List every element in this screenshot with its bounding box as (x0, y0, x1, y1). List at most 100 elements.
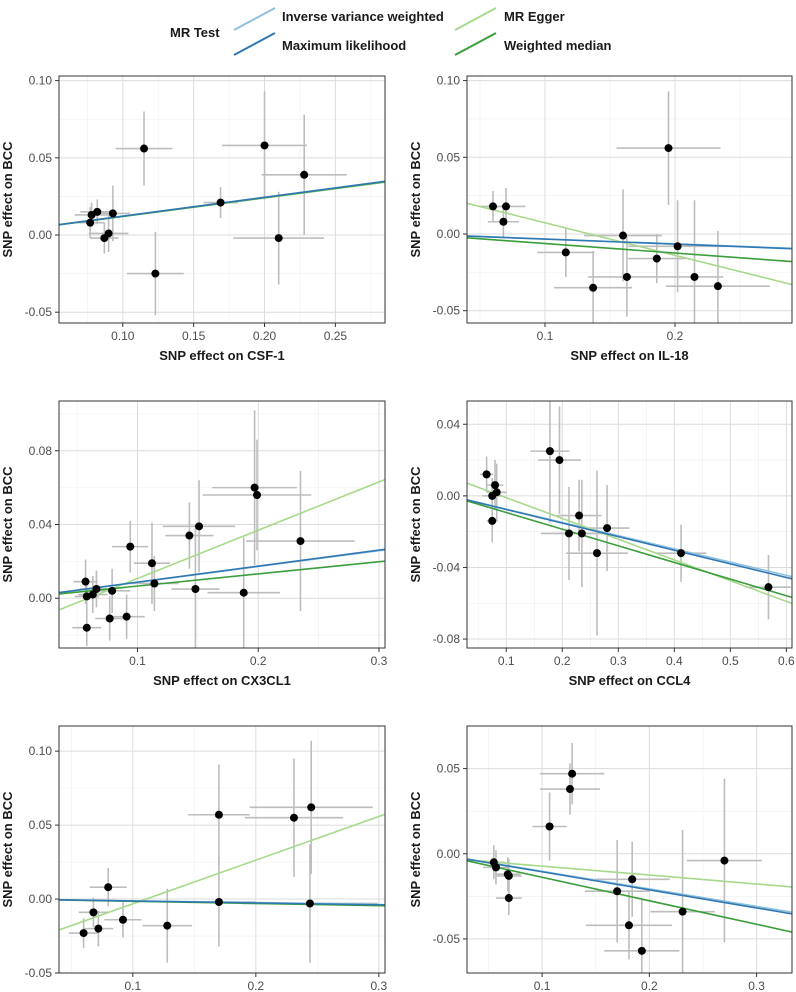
data-point (545, 822, 554, 831)
points (79, 803, 316, 938)
data-point (82, 623, 91, 632)
y-tick-label: -0.05 (25, 305, 53, 319)
y-tick-label: 0.00 (29, 228, 53, 242)
x-tick-label: 0.2 (667, 329, 684, 343)
data-point (140, 144, 149, 153)
axes: 0.1 0.2 0.3 0.00 0.04 0.08 SNP effect on CX3CL… (0, 444, 388, 688)
y-tick-label: -0.08 (433, 632, 461, 646)
data-point (713, 282, 722, 291)
x-tick-label: 0.1 (534, 979, 551, 992)
points (489, 144, 722, 292)
data-point (577, 529, 586, 538)
legend-label-wm: Weighted median (504, 38, 611, 53)
data-point (150, 579, 159, 588)
y-tick-label: 0.00 (437, 227, 461, 241)
data-point (575, 511, 584, 520)
x-axis-label: SNP effect on CX3CL1 (153, 673, 291, 688)
x-tick-label: 0.2 (641, 979, 658, 992)
x-tick-label: 0.15 (182, 329, 206, 343)
data-point (126, 542, 135, 551)
data-point (307, 803, 316, 812)
axes: 0.10 0.15 0.20 0.25 -0.05 0.00 0.05 0.10 SNP eff… (0, 74, 347, 363)
data-point (216, 198, 225, 207)
legend-entry-wm: Weighted median (454, 32, 611, 56)
data-point (613, 887, 622, 896)
axes: 0.1 0.2 0.3 -0.05 0.00 0.05 0.10 SNP effect on … (0, 744, 388, 992)
y-tick-label: -0.05 (25, 966, 53, 980)
y-tick-label: 0.00 (437, 847, 461, 861)
y-axis-label: SNP effect on BCC (408, 141, 423, 258)
data-point (81, 577, 90, 586)
legend: MR Test Inverse variance weighted Maximu… (170, 7, 611, 56)
data-point (673, 242, 682, 251)
data-point (488, 516, 497, 525)
axes: 0.1 0.2 0.3 0.4 0.5 0.6 -0.08 -0.04 0.00 0.04 SNP … (408, 417, 795, 688)
x-tick-label: 0.3 (748, 979, 765, 992)
data-point (274, 234, 283, 243)
data-point (492, 488, 501, 497)
gridlines (467, 76, 792, 323)
data-point (239, 588, 248, 597)
x-tick-label: 0.2 (247, 979, 264, 992)
data-point (93, 207, 102, 216)
regression-lines (467, 858, 792, 933)
points (86, 141, 309, 278)
points (489, 769, 729, 955)
x-tick-label: 0.6 (778, 654, 795, 668)
regression-lines (467, 202, 792, 286)
x-tick-label: 0.1 (129, 654, 146, 668)
line-egger (467, 202, 792, 286)
x-axis-label: SNP effect on CCL4 (569, 673, 692, 688)
panel-5: 0.1 0.2 0.3 -0.05 0.00 0.05 0.10 SNP effect on … (0, 725, 388, 992)
y-tick-label: 0.00 (437, 489, 461, 503)
x-axis-label: SNP effect on CSF-1 (159, 348, 284, 363)
data-point (253, 491, 262, 500)
panel-background (59, 726, 385, 973)
gridlines (59, 401, 385, 648)
data-point (664, 144, 673, 153)
y-tick-label: 0.05 (29, 151, 53, 165)
line-egger (467, 859, 792, 888)
legend-key-wm (454, 32, 497, 56)
data-point (489, 202, 497, 211)
data-point (678, 907, 687, 916)
data-point (147, 559, 156, 568)
legend-title: MR Test (170, 25, 220, 40)
data-point (250, 483, 259, 492)
data-point (593, 549, 601, 558)
gridlines (59, 726, 385, 973)
y-tick-label: 0.00 (29, 591, 53, 605)
line-wm (467, 860, 792, 933)
legend-entry-ivw: Inverse variance weighted (233, 7, 444, 31)
data-point (589, 283, 598, 292)
data-point (108, 586, 117, 595)
data-point (502, 202, 510, 211)
panel-border (58, 75, 386, 324)
y-tick-label: 0.05 (29, 818, 53, 832)
x-tick-label: 0.1 (498, 654, 515, 668)
panel-1: 0.10 0.15 0.20 0.25 -0.05 0.00 0.05 0.10 SNP eff… (0, 74, 386, 363)
line-egger (59, 813, 385, 931)
panel-border (466, 400, 793, 649)
data-point (82, 592, 91, 601)
data-point (637, 946, 646, 955)
panel-border (466, 725, 793, 974)
data-point (652, 254, 661, 263)
data-point (108, 209, 117, 218)
data-point (260, 141, 269, 150)
data-point (191, 585, 200, 594)
panel-background (467, 76, 792, 323)
points (482, 447, 773, 592)
y-tick-label: 0.08 (29, 444, 53, 458)
legend-key-ml (233, 32, 276, 56)
data-point (491, 481, 500, 490)
data-point (504, 894, 513, 903)
x-tick-label: 0.4 (666, 654, 683, 668)
y-axis-label: SNP effect on BCC (408, 466, 423, 583)
x-tick-label: 0.2 (554, 654, 571, 668)
data-point (628, 875, 637, 884)
data-point (94, 924, 103, 933)
x-tick-label: 0.1 (124, 979, 141, 992)
